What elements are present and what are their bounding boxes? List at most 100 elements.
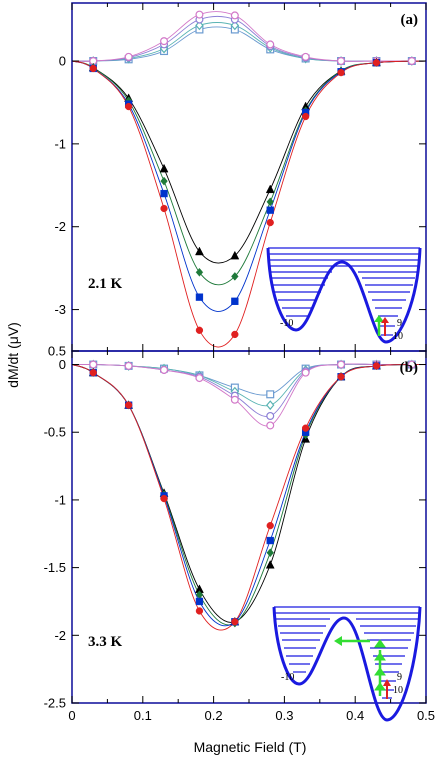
panel-a-hollow-point [124,52,133,61]
inset-a-double-well: -10 9 10 [266,247,422,344]
inset-b-levels [274,606,420,699]
panel-b-data-point [372,362,381,370]
panel-a-series-curve-1 [71,60,427,286]
markers-layer [88,10,417,628]
panel-b-y-tick-label: 0.5 [48,344,66,359]
panel-b-hollow-curve-0 [71,363,412,396]
panel-a-hollow-point [160,37,169,46]
panel-b-hollow-curve-2 [71,363,412,417]
panel-a-data-point [265,184,275,194]
panel-b-data-point [195,607,204,615]
inset-a-label-9: 9 [397,318,402,329]
panel-a-data-point [231,272,239,281]
panel-a-data-point [231,330,239,339]
panel-a-data-point [230,250,240,260]
panel-b-data-point [266,548,274,558]
panel-b-data-point [89,369,97,377]
panel-a-y-tick-label: 0 [59,54,66,69]
panel-a-data-point [266,218,274,227]
panel-b-data-point [266,521,274,530]
panel-a-hollow-point [301,52,310,61]
panel-a-temperature: 2.1 K [88,276,123,292]
panel-b-y-tick-label: -2 [54,628,66,643]
panel-b-data-point [265,559,275,569]
inset-b-label-10: 10 [393,685,403,696]
x-tick-label: 0.3 [275,708,293,723]
ticks-layer: 0-1-2-30 0.1 0.2 0.3 0.4 0.50.50-0.5-1-1.5-2-… [44,3,435,723]
panel-a-y-tick-label: -2 [54,219,66,234]
panel-b-hollow-point [266,411,275,420]
panel-a-data-point [195,246,204,256]
panel-a-data-point [195,293,204,301]
inset-a-levels [268,247,420,336]
panel-a-data-point [301,112,310,121]
inset-a-green-arrowhead [374,315,384,322]
inset-a-potential-curve [266,247,422,344]
panel-a-hollow-point [407,56,416,65]
panel-a-data-point [266,197,274,207]
panel-a-hollow-point [266,40,275,49]
inset-b-potential-curve [272,606,422,722]
inset-b-tunnel-arrowhead [334,636,342,646]
panel-b-y-tick-label: 0 [59,357,66,372]
x-axis-title: Magnetic Field (T) [194,739,307,755]
panel-b-hollow-point [124,361,133,370]
panel-a-data-point [124,102,133,111]
panel-b-hollow-point [89,360,98,369]
panel-a-hollow-curve-0 [71,26,412,62]
panel-a-hollow-curve-1 [71,22,412,62]
panel-b-hollow-point [160,365,169,374]
panel-a-hollow-point [337,56,346,65]
inset-b-green-arrows [374,639,386,696]
panel-b-data-point [231,618,239,626]
panel-a-y-tick-label: -3 [54,302,66,317]
panel-a-hollow-curve-3 [71,11,412,62]
inset-b-label-minus10: -10 [281,672,294,683]
panel-a-hollow-point [230,11,239,20]
panel-a-data-point [337,68,345,77]
panel-a-data-point [89,64,97,73]
panel-b-hollow-point [266,400,275,411]
panel-b-data-point [301,424,310,432]
panel-a-series-curve-0 [71,60,427,264]
panel-b-data-point [337,373,345,381]
panel-b-y-tick-label: -1.5 [44,560,66,575]
panel-a-data-point [159,163,169,173]
panel-a-data-point [266,206,274,214]
x-tick-label: 0.4 [346,708,364,723]
panel-a-data-point [195,326,204,334]
panel-a-data-point [372,59,381,67]
x-tick-label: 0.1 [134,708,152,723]
y-axis-title: dM/dt (μV) [5,322,21,388]
panel-a-data-point [231,297,239,305]
x-tick-label: 0.2 [205,708,223,723]
panel-b-label: (b) [400,360,418,376]
panel-a-data-point [160,204,168,213]
inset-b-double-well: -10 9 10 [272,606,422,722]
x-tick-label: 0 [68,708,75,723]
x-tick-label: 0.5 [417,708,435,723]
panel-a-hollow-point [195,10,204,19]
panel-a-y-tick-label: -1 [54,136,66,151]
panel-a-hollow-curve-2 [71,15,412,62]
inset-b-red-arrowhead [383,679,391,686]
inset-a-red-arrowhead [381,317,389,323]
panel-b-temperature: 3.3 K [88,634,123,650]
inset-a-label-minus10: -10 [280,318,293,329]
panel-a-data-point [195,267,204,277]
panel-b-y-tick-label: -2.5 [44,696,66,711]
panel-b-data-point [266,536,274,545]
panel-a-data-point [160,176,168,186]
panel-a-data-point [160,189,168,198]
panel-b-hollow-point [301,368,310,377]
panel-b-hollow-point [230,395,239,404]
inset-b-label-9: 9 [397,672,402,683]
panel-b-data-point [160,494,168,503]
panel-a-hollow-point [230,20,240,31]
panel-b-data-point [195,597,204,606]
panel-b-y-tick-label: -1 [54,492,66,507]
panel-a-label: (a) [401,12,419,28]
inset-a-label-10: 10 [393,331,403,342]
panel-a-hollow-point [195,20,204,31]
